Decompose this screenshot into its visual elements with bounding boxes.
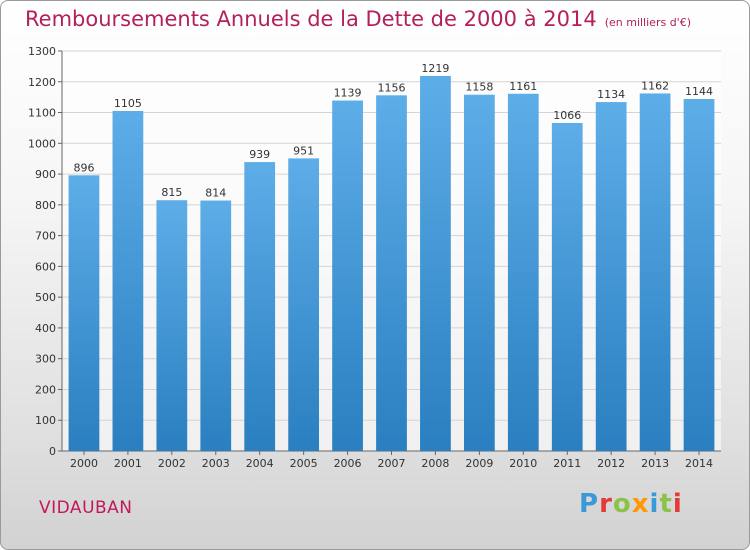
y-tick-label: 900: [35, 168, 56, 181]
logo-letter: x: [631, 489, 650, 519]
bar: [244, 162, 276, 452]
bar-value-label: 1066: [553, 109, 581, 122]
bar-value-label: 1139: [334, 87, 362, 100]
x-tick-label: 2005: [290, 457, 318, 470]
town-name: VIDAUBAN: [39, 498, 133, 518]
y-tick-label: 700: [35, 230, 56, 243]
x-tick-label: 2004: [246, 457, 274, 470]
chart-title-text: Remboursements Annuels de la Dette de 20…: [25, 7, 597, 31]
bar: [463, 94, 495, 451]
bar: [595, 102, 627, 452]
y-tick-label: 1100: [28, 107, 56, 120]
logo-letter: r: [599, 489, 613, 519]
y-tick-label: 1200: [28, 76, 56, 89]
bar-value-label: 1134: [597, 88, 625, 101]
bar: [420, 75, 451, 451]
logo-letter: i: [672, 489, 683, 519]
bar: [551, 123, 583, 451]
x-tick-label: 2010: [509, 457, 537, 470]
y-tick-label: 100: [35, 414, 56, 427]
x-tick-label: 2009: [465, 457, 493, 470]
x-tick-label: 2012: [597, 457, 625, 470]
logo-letter: P: [579, 489, 600, 519]
proxiti-logo: Proxiti: [579, 489, 683, 519]
x-tick-label: 2000: [70, 457, 98, 470]
bar-value-label: 814: [205, 187, 226, 200]
chart-subtitle: (en milliers d'€): [604, 16, 691, 29]
x-tick-label: 2001: [114, 457, 142, 470]
x-tick-label: 2002: [158, 457, 186, 470]
bar: [683, 99, 715, 451]
bar-value-label: 815: [161, 186, 182, 199]
y-tick-label: 1300: [28, 45, 56, 58]
chart-title: Remboursements Annuels de la Dette de 20…: [25, 7, 691, 31]
bar-value-label: 1158: [465, 81, 493, 94]
x-tick-label: 2011: [553, 457, 581, 470]
y-tick-label: 500: [35, 291, 56, 304]
x-tick-label: 2007: [378, 457, 406, 470]
bar: [200, 200, 232, 451]
bar-value-label: 951: [293, 144, 314, 157]
x-tick-label: 2006: [334, 457, 362, 470]
bar-value-label: 939: [249, 148, 270, 161]
y-tick-label: 200: [35, 383, 56, 396]
y-tick-label: 600: [35, 260, 56, 273]
bar: [639, 93, 671, 451]
y-tick-label: 1000: [28, 137, 56, 150]
y-tick-label: 400: [35, 322, 56, 335]
y-tick-label: 800: [35, 199, 56, 212]
logo-letter: i: [649, 489, 660, 519]
logo-letter: o: [612, 489, 632, 519]
logo-letter: t: [659, 489, 673, 519]
bar-value-label: 1162: [641, 79, 669, 92]
bar: [156, 200, 188, 451]
y-tick-label: 300: [35, 353, 56, 366]
bar: [376, 95, 407, 452]
bar: [68, 175, 100, 452]
bar: [332, 100, 363, 452]
bar: [288, 158, 320, 451]
bar-value-label: 1219: [421, 62, 449, 75]
bar-value-label: 1161: [509, 80, 537, 93]
x-tick-label: 2014: [685, 457, 713, 470]
x-tick-label: 2008: [421, 457, 449, 470]
bar: [507, 93, 539, 452]
bar-value-label: 1105: [114, 97, 142, 110]
y-tick-label: 0: [49, 445, 56, 458]
bar-value-label: 1156: [378, 81, 406, 94]
x-tick-label: 2003: [202, 457, 230, 470]
x-tick-label: 2013: [641, 457, 669, 470]
bar: [112, 111, 144, 451]
bar-value-label: 896: [73, 161, 94, 174]
bar-value-label: 1144: [685, 85, 713, 98]
